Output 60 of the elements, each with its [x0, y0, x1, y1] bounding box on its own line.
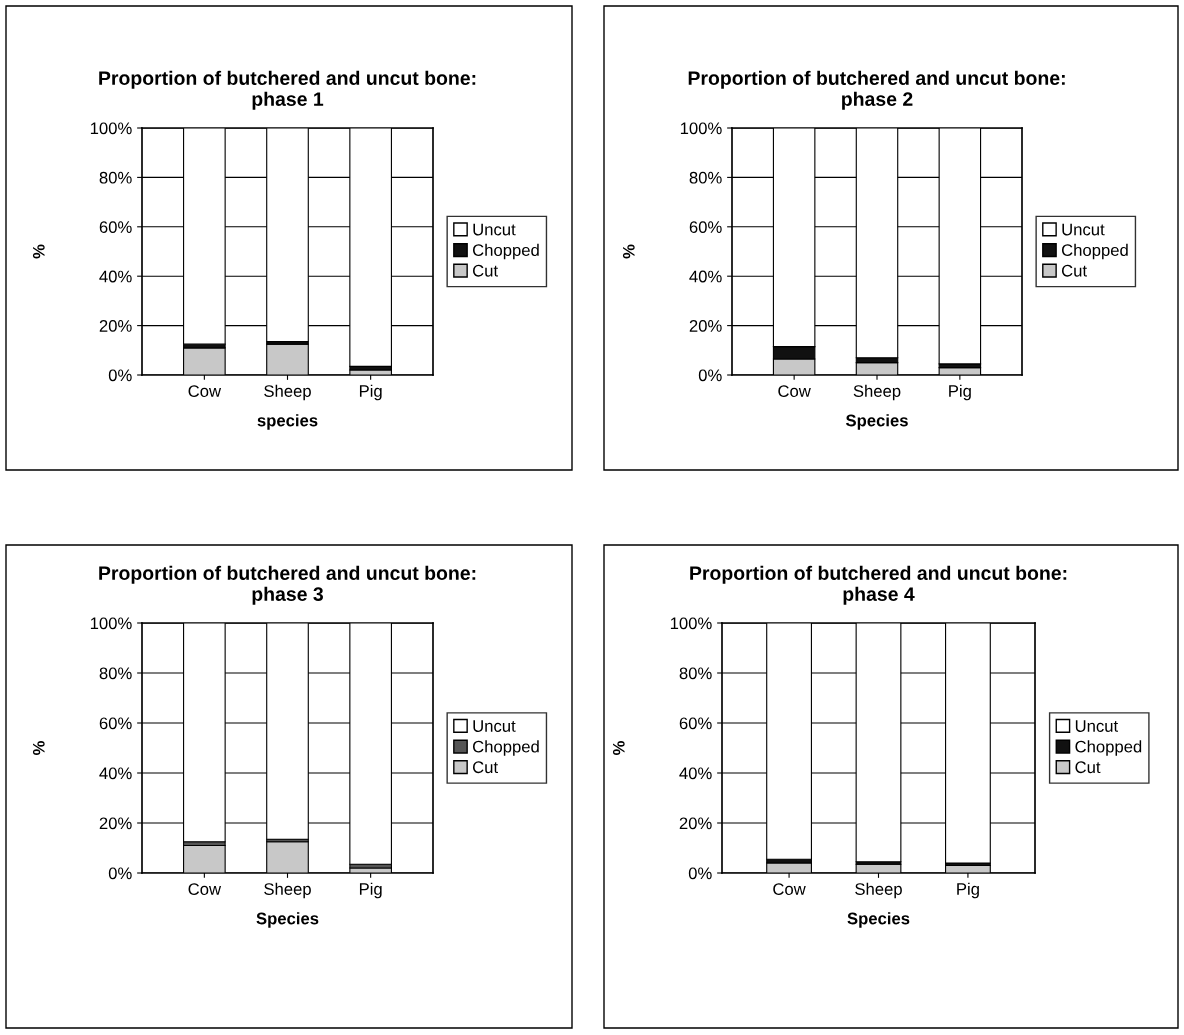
- legend-label: Cut: [1061, 264, 1087, 277]
- y-tick-label: 0%: [108, 867, 132, 880]
- y-axis-title: %: [32, 244, 45, 259]
- y-tick-label: 40%: [679, 767, 712, 780]
- x-tick-label: Sheep: [264, 882, 311, 899]
- y-tick-label: 60%: [99, 717, 132, 730]
- y-tick-label: 100%: [90, 122, 132, 135]
- y-axis-title: %: [622, 244, 635, 259]
- y-tick-label: 80%: [679, 667, 712, 680]
- y-tick-label: 100%: [680, 122, 722, 135]
- y-tick-label: 0%: [688, 867, 712, 880]
- y-axis-title: %: [612, 741, 625, 755]
- legend-label: Uncut: [1075, 720, 1119, 732]
- y-tick-label: 80%: [99, 667, 132, 680]
- x-tick-label: Sheep: [264, 384, 311, 401]
- y-tick-label: 80%: [689, 171, 722, 184]
- y-tick-label: 80%: [99, 171, 132, 184]
- legend-label: Chopped: [473, 740, 539, 756]
- chart-title: Proportion of butchered and uncut bone: phase 1: [99, 70, 476, 110]
- x-axis-title: Species: [256, 912, 319, 928]
- y-tick-label: 100%: [670, 617, 712, 630]
- chart-title: Proportion of butchered and uncut bone: phase 2: [688, 70, 1065, 110]
- y-tick-label: 60%: [689, 221, 722, 233]
- legend-label: Uncut: [1062, 223, 1105, 236]
- y-axis-title: %: [32, 741, 45, 755]
- x-axis-title: Species: [847, 912, 910, 928]
- y-tick-label: 0%: [108, 369, 132, 382]
- x-tick-label: Pig: [949, 384, 971, 401]
- y-tick-label: 20%: [689, 320, 722, 332]
- y-tick-label: 60%: [99, 221, 132, 233]
- legend-label: Cut: [473, 761, 498, 774]
- y-tick-label: 60%: [679, 717, 712, 730]
- x-tick-label: Sheep: [853, 384, 901, 401]
- chart-title: Proportion of butchered and uncut bone: phase 4: [690, 565, 1067, 605]
- x-tick-label: Pig: [359, 384, 382, 401]
- legend-label: Cut: [473, 264, 498, 277]
- x-axis-title: species: [257, 414, 318, 430]
- x-tick-label: Cow: [773, 883, 806, 895]
- legend-label: Chopped: [1061, 243, 1128, 260]
- x-tick-label: Pig: [957, 882, 979, 899]
- chart-title: Proportion of butchered and uncut bone: phase 3: [99, 565, 476, 605]
- y-tick-label: 20%: [679, 817, 712, 830]
- y-tick-label: 40%: [99, 767, 132, 780]
- x-tick-label: Sheep: [855, 882, 902, 899]
- legend-label: Cut: [1075, 761, 1101, 774]
- y-tick-label: 40%: [689, 270, 722, 283]
- x-tick-label: Cow: [778, 385, 811, 397]
- y-tick-label: 20%: [99, 320, 132, 332]
- x-tick-label: Pig: [359, 882, 382, 899]
- y-tick-label: 100%: [90, 617, 132, 630]
- y-tick-label: 0%: [698, 369, 722, 382]
- y-tick-label: 40%: [99, 270, 132, 283]
- y-tick-label: 20%: [99, 817, 132, 830]
- legend-label: Uncut: [473, 223, 516, 236]
- x-tick-label: Cow: [188, 883, 222, 895]
- legend-label: Chopped: [473, 243, 539, 260]
- legend-label: Chopped: [1075, 740, 1142, 756]
- legend-label: Uncut: [473, 720, 516, 732]
- x-axis-title: Species: [845, 414, 908, 430]
- x-tick-label: Cow: [188, 385, 222, 397]
